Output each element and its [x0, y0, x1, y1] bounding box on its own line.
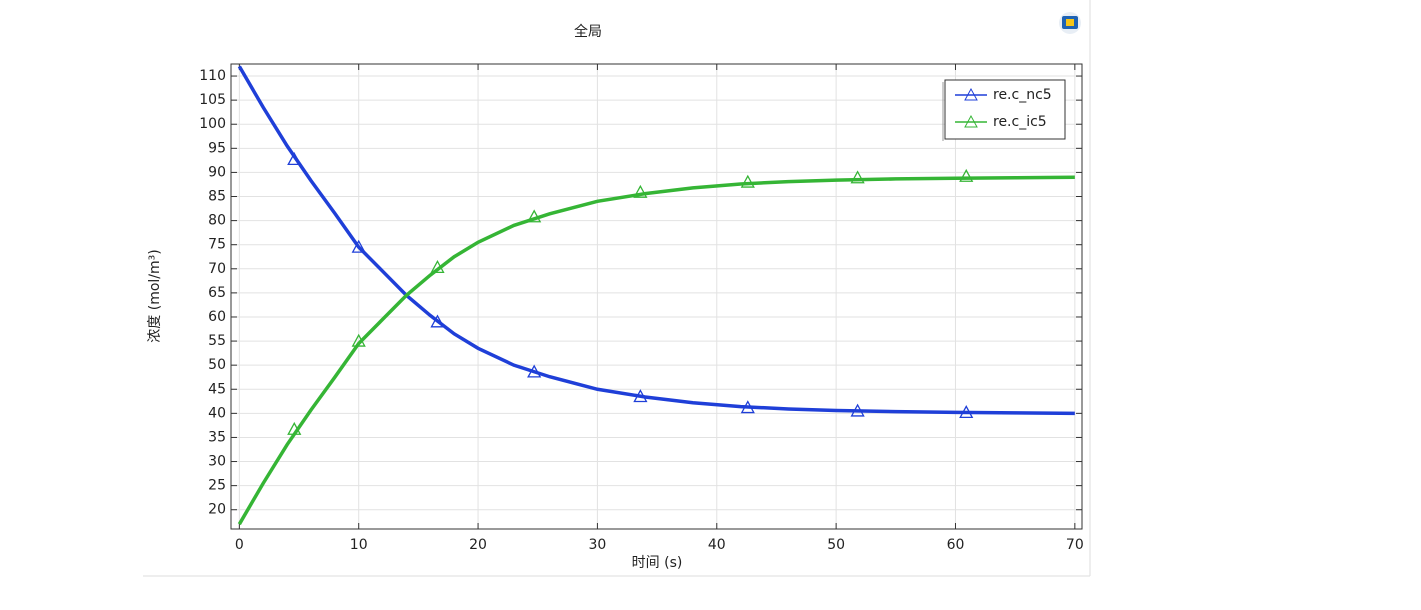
- x-tick-label: 10: [350, 537, 368, 553]
- marker: [959, 405, 974, 419]
- x-tick-label: 60: [947, 537, 965, 553]
- marker: [850, 403, 865, 417]
- series-line: [237, 65, 1075, 416]
- y-tick-label: 55: [208, 333, 226, 349]
- y-tick-label: 80: [208, 213, 226, 229]
- chart-title: 全局: [574, 23, 602, 40]
- y-tick-label: 20: [208, 502, 226, 518]
- marker: [527, 364, 542, 378]
- marker: [527, 209, 542, 223]
- marker: [287, 152, 302, 166]
- legend-marker: [964, 114, 978, 128]
- x-tick-label: 0: [235, 537, 244, 553]
- x-tick-label: 70: [1066, 537, 1084, 553]
- y-tick-label: 95: [208, 140, 226, 156]
- y-tick-label: 105: [199, 92, 226, 108]
- y-tick-label: 30: [208, 454, 226, 470]
- y-tick-label: 35: [208, 429, 226, 445]
- marker: [740, 174, 755, 188]
- y-tick-label: 75: [208, 237, 226, 253]
- y-tick-label: 90: [208, 164, 226, 180]
- y-tick-label: 70: [208, 261, 226, 277]
- y-tick-label: 85: [208, 189, 226, 205]
- x-tick-label: 40: [708, 537, 726, 553]
- marker: [430, 259, 445, 273]
- y-tick-label: 100: [199, 116, 226, 132]
- y-tick-label: 65: [208, 285, 226, 301]
- y-tick-label: 40: [208, 405, 226, 421]
- marker: [351, 239, 366, 253]
- legend-label: re.c_ic5: [993, 114, 1047, 130]
- marker: [740, 400, 755, 414]
- marker: [633, 389, 648, 403]
- marker: [287, 421, 302, 435]
- x-axis-label: 时间 (s): [632, 555, 683, 571]
- legend: re.c_nc5 re.c_ic5: [942, 79, 1066, 141]
- x-tick-label: 30: [589, 537, 607, 553]
- x-tick-label: 20: [469, 537, 487, 553]
- y-tick-label: 60: [208, 309, 226, 325]
- legend-box: [944, 79, 1066, 140]
- y-axis-label: 浓度 (mol/m³): [147, 249, 163, 342]
- marker: [850, 170, 865, 184]
- plot-icon: [1059, 12, 1081, 34]
- legend-marker: [964, 87, 978, 101]
- y-tick-label: 110: [199, 68, 226, 84]
- marker: [351, 333, 366, 347]
- plot-frame: [230, 63, 1083, 530]
- y-tick-label: 45: [208, 381, 226, 397]
- marker: [430, 314, 445, 328]
- marker: [959, 168, 974, 182]
- y-tick-label: 50: [208, 357, 226, 373]
- y-tick-label: 25: [208, 478, 226, 494]
- legend-label: re.c_nc5: [993, 87, 1052, 103]
- series-line: [237, 175, 1075, 526]
- marker: [633, 184, 648, 198]
- x-tick-label: 50: [827, 537, 845, 553]
